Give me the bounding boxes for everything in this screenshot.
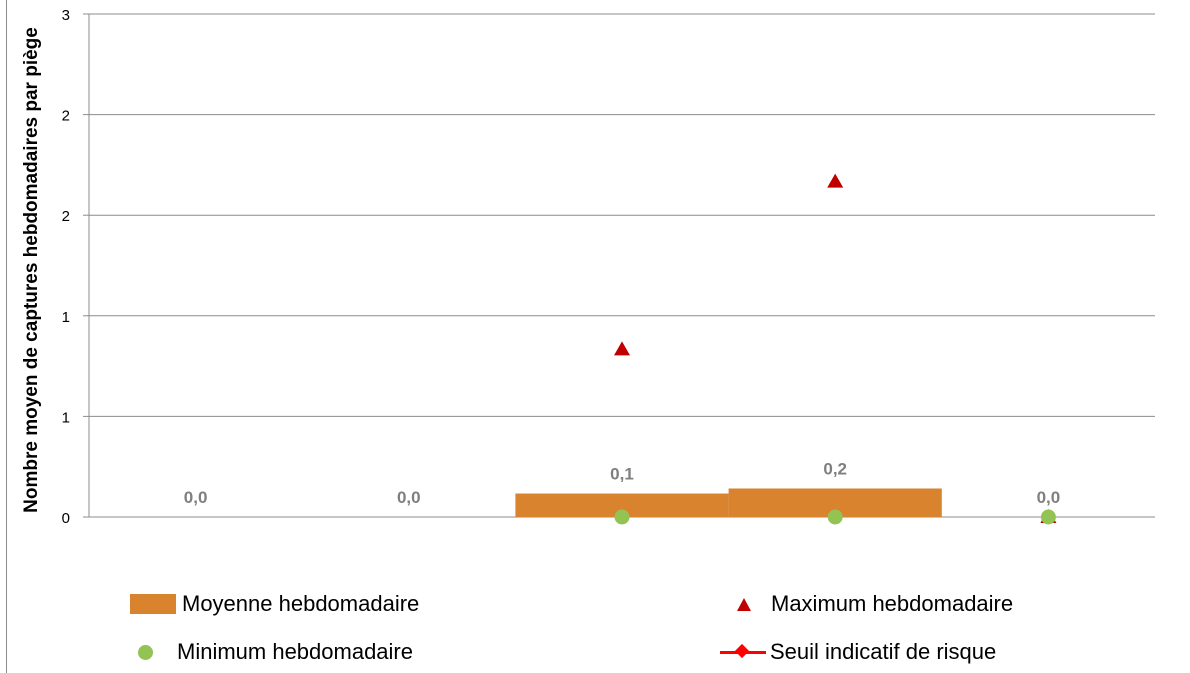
- bar-data-label: 0,0: [397, 488, 421, 507]
- legend-label-maximum: Maximum hebdomadaire: [771, 591, 1014, 616]
- bar-data-label: 0,0: [1037, 488, 1061, 507]
- min-markers: [614, 509, 1056, 525]
- y-tick-labels: 0 1 1 2 2 3: [62, 7, 70, 527]
- bar-data-labels: 0,0 0,0 0,1 0,2 0,0: [184, 459, 1060, 507]
- y-tick-label: 3: [62, 7, 70, 24]
- min-marker: [1040, 509, 1056, 525]
- legend-item-moyenne: Moyenne hebdomadaire: [130, 591, 419, 617]
- legend-swatch-bar: [130, 594, 176, 614]
- circle-icon: [138, 644, 153, 660]
- min-marker: [827, 509, 843, 525]
- legend-label-seuil: Seuil indicatif de risque: [770, 639, 997, 664]
- bar: [515, 493, 729, 517]
- frame-border: [6, 0, 7, 673]
- bars: [515, 488, 942, 517]
- bar-data-label: 0,0: [184, 488, 208, 507]
- bar-data-label: 0,2: [823, 459, 847, 478]
- y-tick-label: 1: [62, 309, 70, 326]
- y-tick-label: 0: [62, 510, 70, 527]
- legend-item-seuil: Seuil indicatif de risque: [720, 639, 996, 665]
- diamond-line-icon: [720, 650, 766, 654]
- y-tick-label: 1: [62, 409, 70, 426]
- y-tick-label: 2: [62, 208, 70, 225]
- y-tick-label: 2: [62, 108, 70, 125]
- bar-data-label: 0,1: [610, 465, 634, 484]
- triangle-icon: [737, 597, 751, 611]
- legend-label-moyenne: Moyenne hebdomadaire: [182, 591, 420, 616]
- gridlines: [83, 13, 1155, 518]
- min-marker: [614, 509, 630, 525]
- max-marker: [827, 173, 844, 188]
- legend-label-minimum: Minimum hebdomadaire: [177, 639, 413, 664]
- legend-item-minimum: Minimum hebdomadaire: [134, 639, 413, 665]
- max-marker: [614, 341, 630, 356]
- legend-item-maximum: Maximum hebdomadaire: [733, 591, 1013, 617]
